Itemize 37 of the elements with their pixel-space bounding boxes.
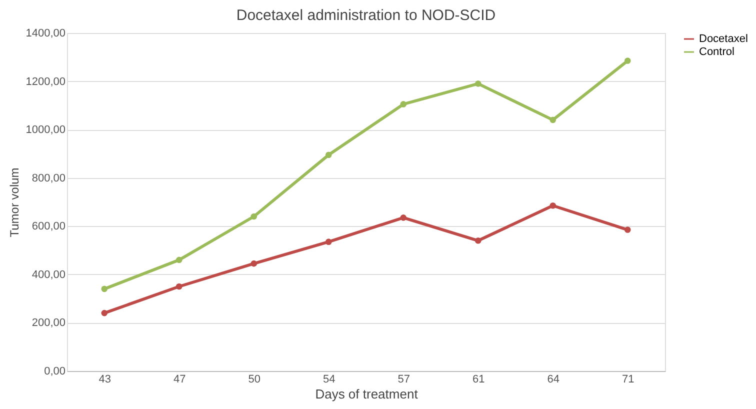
x-tick-label: 57 <box>398 374 410 386</box>
y-tick-label: 1200,00 <box>26 76 66 88</box>
point <box>176 283 182 290</box>
point <box>550 116 556 124</box>
x-axis-title: Days of treatment <box>315 386 418 402</box>
chart-title: Docetaxel administration to NOD-SCID <box>236 7 496 24</box>
y-tick-label: 1400,00 <box>26 28 66 40</box>
x-tick-label: 61 <box>472 374 485 386</box>
point <box>250 260 258 267</box>
y-tick-label: 1000,00 <box>26 124 66 136</box>
point <box>474 80 482 87</box>
x-tick-label: 64 <box>547 374 560 386</box>
point <box>176 256 182 264</box>
point <box>250 213 258 220</box>
point <box>474 237 482 244</box>
point <box>550 202 556 209</box>
y-tick-label: 400,00 <box>32 268 66 281</box>
y-axis-title: Tumor volum <box>8 168 22 238</box>
point <box>101 286 108 292</box>
point <box>400 101 407 108</box>
point <box>400 214 407 221</box>
point <box>101 310 108 316</box>
y-tick-label: 200,00 <box>32 317 66 330</box>
x-tick-label: 71 <box>622 374 634 386</box>
point <box>325 238 332 245</box>
legend-label: Docetaxel <box>699 33 748 45</box>
legend-label: Control <box>699 46 734 58</box>
y-tick-label: 600,00 <box>32 220 66 233</box>
x-tick-label: 50 <box>248 374 260 386</box>
y-tick-label: 0,00 <box>44 366 66 378</box>
point <box>624 226 631 233</box>
x-tick-label: 47 <box>174 374 186 386</box>
y-tick-label: 800,00 <box>32 172 66 184</box>
point <box>325 152 332 158</box>
x-tick-label: 43 <box>98 374 111 386</box>
point <box>624 58 631 64</box>
x-tick-label: 54 <box>323 374 336 386</box>
